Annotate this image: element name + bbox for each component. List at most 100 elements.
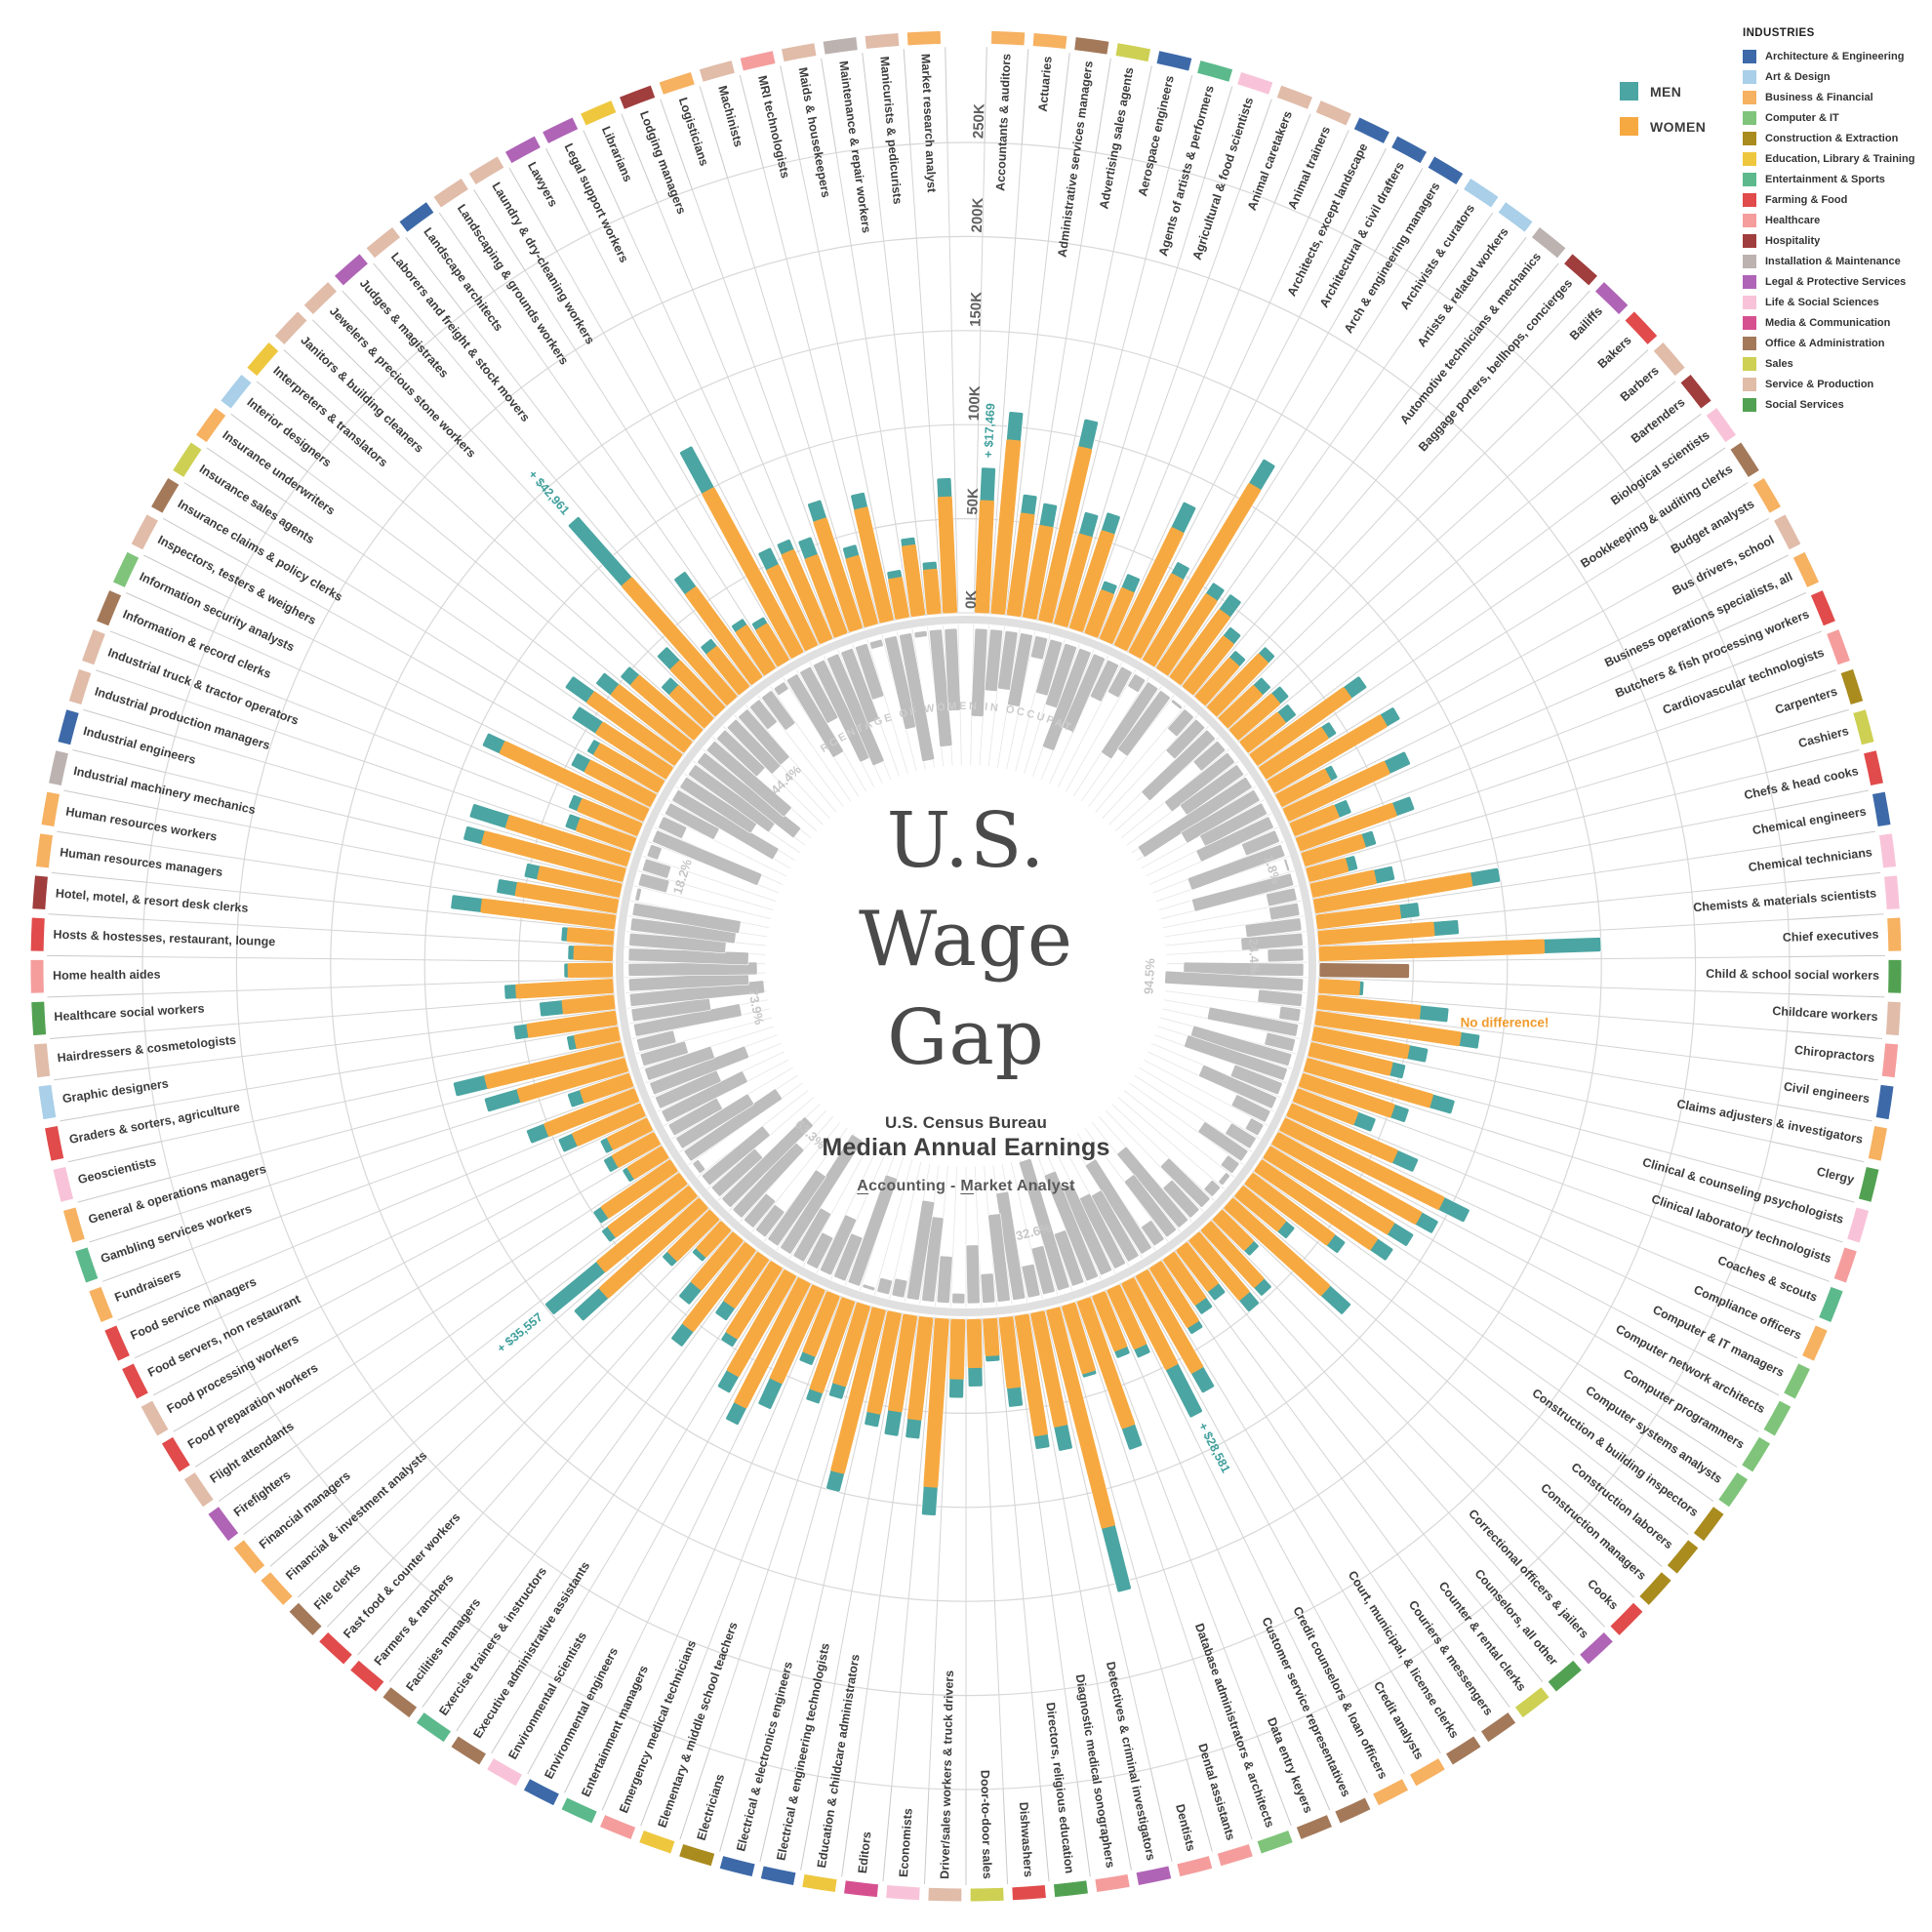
pct-women-bar bbox=[1257, 988, 1304, 1007]
industry-arc bbox=[1864, 750, 1883, 785]
pct-women-bar bbox=[652, 829, 763, 886]
industry-arc bbox=[1531, 226, 1566, 259]
pct-women-bar bbox=[642, 858, 671, 879]
women-earnings-bar bbox=[610, 684, 693, 753]
earnings-bar bbox=[825, 1307, 887, 1493]
industry-arc bbox=[1296, 1815, 1332, 1839]
women-earnings-bar bbox=[1207, 653, 1268, 717]
earnings-bar bbox=[1289, 799, 1352, 837]
earnings-bar bbox=[586, 739, 665, 793]
women-earnings-bar bbox=[574, 1026, 621, 1049]
women-earnings-bar bbox=[566, 927, 615, 946]
industry-arc bbox=[1774, 514, 1801, 550]
inner-ring-caption: PERCENTAGE OF WOMEN IN OCCUPATION bbox=[0, 0, 1077, 755]
pct-women-bar bbox=[1278, 1006, 1302, 1023]
pct-women-bar bbox=[1241, 829, 1280, 856]
women-earnings-bar bbox=[600, 1159, 678, 1219]
women-earnings-bar bbox=[1282, 761, 1390, 822]
industry-arc bbox=[32, 875, 48, 909]
women-earnings-bar bbox=[1316, 994, 1422, 1020]
occupation-label: Construction laborers bbox=[1569, 1460, 1676, 1551]
industry-arc bbox=[1885, 1001, 1901, 1036]
earnings-bar bbox=[481, 732, 650, 823]
pct-highlight-label: 73.9% bbox=[745, 987, 767, 1026]
industry-arc bbox=[543, 117, 579, 143]
occupation-label: Child & school social workers bbox=[1706, 967, 1879, 983]
occupation-label: Human resources managers bbox=[59, 845, 223, 879]
pct-women-bar bbox=[899, 632, 935, 762]
occupation-label: Directors, religious education bbox=[1043, 1702, 1076, 1874]
women-earnings-bar bbox=[515, 979, 614, 999]
industry-arc bbox=[30, 917, 45, 951]
occupation-label: Chemists & materials scientists bbox=[1693, 886, 1877, 914]
earnings-bar bbox=[452, 1041, 624, 1098]
industry-legend-item: Legal & Protective Services bbox=[1743, 271, 1928, 292]
women-earnings-bar bbox=[567, 962, 614, 979]
industry-color-swatch bbox=[1743, 69, 1756, 84]
earnings-bar bbox=[483, 1057, 629, 1112]
earnings-bar bbox=[798, 1290, 841, 1366]
earnings-bar bbox=[1295, 795, 1416, 852]
pct-highlight-label: 18.2% bbox=[670, 857, 696, 896]
earnings-bar bbox=[998, 1315, 1024, 1408]
women-earnings-bar bbox=[630, 674, 704, 741]
industry-arc bbox=[1847, 1207, 1870, 1243]
industry-arc bbox=[75, 1247, 99, 1283]
pct-women-bar bbox=[987, 1213, 1011, 1303]
women-color-swatch bbox=[1620, 117, 1638, 136]
industry-arc-ring bbox=[30, 30, 1902, 1902]
pct-women-bar bbox=[906, 1199, 936, 1301]
earnings-bar bbox=[948, 1318, 966, 1399]
women-earnings-bar bbox=[1224, 1197, 1331, 1296]
industry-arc bbox=[781, 43, 817, 62]
industry-legend-item: Business & Financial bbox=[1743, 87, 1928, 107]
earnings-bar bbox=[757, 1284, 825, 1410]
women-earnings-bar bbox=[866, 1310, 902, 1415]
earnings-bar bbox=[557, 1103, 646, 1153]
earnings-bar bbox=[1244, 1172, 1347, 1254]
women-earnings-bar bbox=[516, 1058, 628, 1103]
pct-women-bar bbox=[1195, 816, 1274, 863]
occupation-label: Animal caretakers bbox=[1245, 109, 1295, 213]
women-earnings-bar bbox=[1312, 872, 1473, 914]
women-earnings-bar bbox=[983, 1317, 1000, 1357]
industry-arc bbox=[1802, 1325, 1828, 1361]
pct-women-bar bbox=[1171, 699, 1183, 709]
pct-women-bar bbox=[1116, 1146, 1188, 1228]
occupation-label: Administrative services managers bbox=[1055, 60, 1095, 259]
occupation-label: Dental assistants bbox=[1195, 1742, 1237, 1842]
earnings-bar bbox=[496, 878, 620, 914]
industry-arc bbox=[1053, 1880, 1088, 1898]
pct-women-bar bbox=[1264, 1031, 1296, 1052]
earnings-bar bbox=[776, 539, 833, 645]
earnings-bar bbox=[1099, 573, 1141, 645]
industry-arc bbox=[1881, 1043, 1899, 1078]
industry-arc bbox=[1667, 1540, 1699, 1574]
industry-color-swatch bbox=[1743, 336, 1756, 350]
women-earnings-bar bbox=[1254, 1159, 1378, 1251]
industry-arc bbox=[1730, 442, 1759, 477]
occupation-label: Economists bbox=[897, 1808, 915, 1878]
industry-arc bbox=[719, 1856, 755, 1877]
industry-arc bbox=[1878, 833, 1897, 868]
women-earnings-bar bbox=[1169, 609, 1230, 685]
axis-tick-label: 250K bbox=[970, 103, 987, 140]
earnings-bar bbox=[567, 516, 738, 706]
earnings-bar bbox=[921, 560, 943, 616]
industry-arc bbox=[1653, 342, 1685, 377]
women-earnings-bar bbox=[1107, 1284, 1147, 1349]
industry-arc bbox=[600, 1815, 636, 1839]
industry-arc bbox=[865, 33, 900, 50]
earnings-bar bbox=[622, 1146, 669, 1183]
pct-women-bar bbox=[1117, 690, 1171, 757]
occupation-label: Hotel, motel, & resort desk clerks bbox=[55, 886, 249, 915]
industry-arc bbox=[1498, 202, 1533, 232]
earnings-bar bbox=[1315, 902, 1421, 930]
women-earnings-bar bbox=[607, 1173, 688, 1238]
earnings-bar bbox=[1176, 1241, 1227, 1302]
industry-legend-item: Sales bbox=[1743, 353, 1928, 374]
women-earnings-bar bbox=[685, 586, 763, 685]
earnings-bar bbox=[850, 491, 895, 624]
industry-arc bbox=[97, 590, 122, 626]
women-earnings-bar bbox=[1234, 1186, 1286, 1232]
